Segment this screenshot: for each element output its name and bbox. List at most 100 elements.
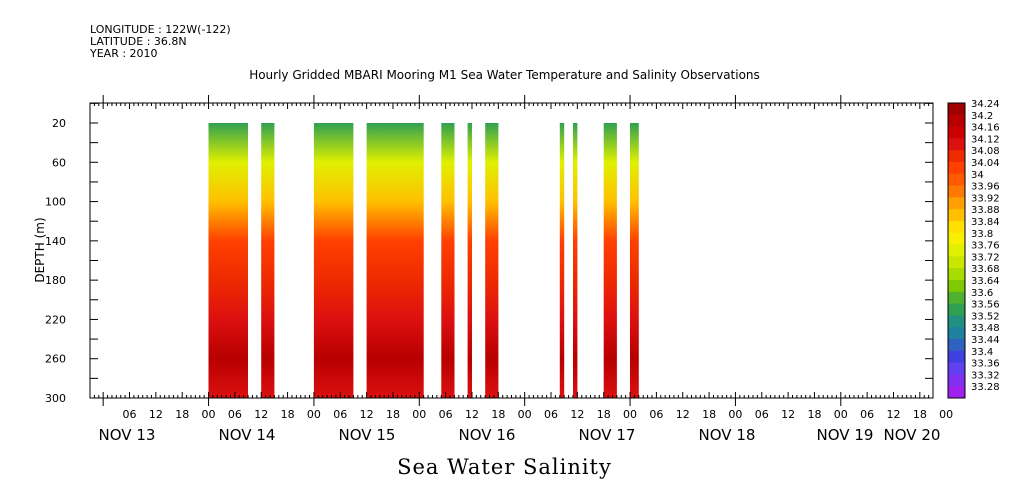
x-tick-label: 12 <box>465 408 479 421</box>
colorbar-swatch <box>948 291 965 305</box>
colorbar-label: 34.2 <box>971 111 993 122</box>
colorbar-swatch <box>948 173 965 187</box>
x-axis-label: Sea Water Salinity <box>397 455 612 479</box>
x-tick-label: 00 <box>623 408 637 421</box>
data-segment <box>441 123 455 398</box>
colorbar-label: 33.44 <box>971 335 1000 346</box>
colorbar-label: 33.64 <box>971 276 1000 287</box>
data-segment <box>261 123 275 398</box>
colorbar-swatch <box>948 138 965 151</box>
colorbar-swatch <box>948 103 965 116</box>
y-tick-label: 180 <box>45 274 66 287</box>
colorbar-label: 34.12 <box>971 134 1000 145</box>
x-tick-label: 00 <box>939 408 953 421</box>
data-segment <box>366 123 424 398</box>
colorbar-swatch <box>948 197 965 210</box>
x-tick-label: 18 <box>597 408 611 421</box>
x-tick-label: 12 <box>886 408 900 421</box>
x-tick-label: 06 <box>649 408 663 421</box>
colorbar-swatch <box>948 374 965 387</box>
x-date-label: NOV 16 <box>459 426 516 444</box>
data-segment <box>573 123 578 398</box>
data-segment <box>603 123 617 398</box>
colorbar-label: 33.36 <box>971 359 1000 370</box>
x-tick-label: 18 <box>702 408 716 421</box>
colorbar-swatch <box>948 315 965 328</box>
x-tick-label: 00 <box>728 408 742 421</box>
colorbar-label: 33.88 <box>971 205 1000 216</box>
chart-title: Hourly Gridded MBARI Mooring M1 Sea Wate… <box>249 68 760 82</box>
x-tick-label: 06 <box>544 408 558 421</box>
colorbar-label: 34.08 <box>971 146 1000 157</box>
colorbar-label: 33.56 <box>971 300 1000 311</box>
colorbar-label: 33.6 <box>971 288 993 299</box>
y-tick-label: 220 <box>45 313 66 326</box>
year-label: YEAR : 2010 <box>90 47 158 60</box>
x-date-label: NOV 20 <box>884 426 941 444</box>
x-tick-label: 00 <box>307 408 321 421</box>
longitude-label: LONGITUDE : 122W(-122) <box>90 23 231 36</box>
x-tick-label: 18 <box>913 408 927 421</box>
x-tick-label: 12 <box>149 408 163 421</box>
colorbar-swatch <box>948 327 965 340</box>
colorbar-swatch <box>948 244 965 257</box>
y-tick-label: 260 <box>45 353 66 366</box>
colorbar-swatch <box>948 150 965 163</box>
colorbar-swatch <box>948 362 965 375</box>
colorbar-swatch <box>948 339 965 352</box>
x-tick-label: 18 <box>807 408 821 421</box>
data-segment <box>467 123 472 398</box>
x-tick-label: 00 <box>834 408 848 421</box>
colorbar-label: 33.72 <box>971 252 1000 263</box>
colorbar-swatch <box>948 114 965 128</box>
x-date-label: NOV 15 <box>339 426 396 444</box>
data-segment <box>559 123 565 398</box>
colorbar-label: 33.52 <box>971 311 1000 322</box>
colorbar-label: 33.28 <box>971 382 1000 393</box>
x-tick-label: 18 <box>491 408 505 421</box>
x-tick-label: 06 <box>860 408 874 421</box>
y-axis-label: DEPTH (m) <box>33 217 47 282</box>
data-segment <box>313 123 354 398</box>
colorbar-label: 33.96 <box>971 182 1000 193</box>
x-date-label: NOV 14 <box>219 426 276 444</box>
colorbar-label: 33.76 <box>971 241 1000 252</box>
x-tick-label: 06 <box>228 408 242 421</box>
data-segment <box>630 123 639 398</box>
colorbar-label: 34 <box>971 170 984 181</box>
x-tick-label: 00 <box>518 408 532 421</box>
colorbar-swatch <box>948 185 965 198</box>
x-tick-label: 00 <box>412 408 426 421</box>
x-tick-label: 12 <box>781 408 795 421</box>
x-tick-label: 06 <box>439 408 453 421</box>
x-date-label: NOV 13 <box>99 426 156 444</box>
x-date-label: NOV 18 <box>699 426 756 444</box>
colorbar-label: 34.16 <box>971 123 1000 134</box>
colorbar: 34.2434.234.1634.1234.0834.043433.9633.9… <box>947 99 1000 399</box>
colorbar-swatch <box>948 268 965 281</box>
x-tick-label: 06 <box>123 408 137 421</box>
colorbar-label: 33.32 <box>971 370 1000 381</box>
data-segment <box>208 123 248 398</box>
x-date-label: NOV 19 <box>817 426 874 444</box>
x-tick-label: 12 <box>254 408 268 421</box>
x-tick-label: 00 <box>202 408 216 421</box>
x-tick-label: 06 <box>333 408 347 421</box>
plot-data-layer <box>208 123 639 398</box>
x-date-label: NOV 17 <box>579 426 636 444</box>
y-tick-label: 300 <box>45 392 66 405</box>
colorbar-frame <box>947 102 966 399</box>
x-tick-label: 12 <box>360 408 374 421</box>
x-tick-label: 12 <box>676 408 690 421</box>
y-tick-label: 60 <box>52 156 66 169</box>
x-tick-label: 18 <box>386 408 400 421</box>
colorbar-label: 33.48 <box>971 323 1000 334</box>
colorbar-swatch <box>948 303 965 316</box>
colorbar-swatch <box>948 209 965 222</box>
colorbar-label: 33.92 <box>971 193 1000 204</box>
colorbar-label: 33.8 <box>971 229 993 240</box>
x-tick-label: 12 <box>570 408 584 421</box>
colorbar-swatch <box>948 350 965 364</box>
colorbar-swatch <box>948 256 965 269</box>
